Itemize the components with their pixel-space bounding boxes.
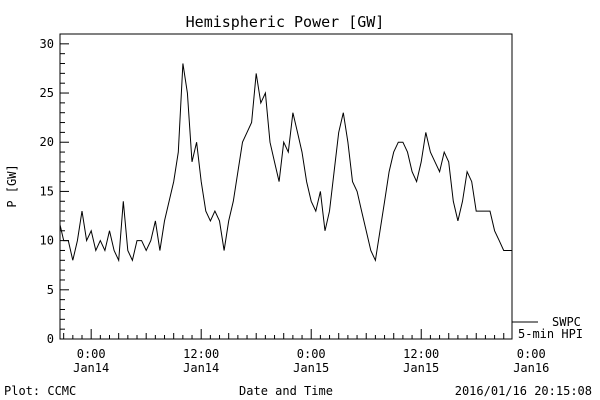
chart-title: Hemispheric Power [GW] <box>186 13 385 31</box>
legend-item-swpc: SWPC <box>552 315 581 329</box>
y-axis: 0 5 10 15 20 25 30 <box>40 33 69 346</box>
x-tick-label-date: Jan15 <box>403 361 439 375</box>
y-axis-title: P [GW] <box>5 164 19 207</box>
series-line-swpc <box>60 63 512 263</box>
x-tick-label-time: 0:00 <box>297 347 326 361</box>
legend-item-5min-hpi: 5-min HPI <box>518 327 583 341</box>
plot-credit: Plot: CCMC <box>4 384 76 398</box>
x-tick-label-time: 12:00 <box>183 347 219 361</box>
x-axis-title: Date and Time <box>239 384 333 398</box>
x-tick-label-date: Jan14 <box>73 361 109 375</box>
y-tick-label: 5 <box>47 283 54 297</box>
plot-timestamp: 2016/01/16 20:15:08 <box>455 384 592 398</box>
y-tick-label: 30 <box>40 37 54 51</box>
plot-frame <box>59 33 513 340</box>
x-tick-label-time: 0:00 <box>77 347 106 361</box>
y-tick-label: 20 <box>40 135 54 149</box>
x-tick-label-date: Jan15 <box>293 361 329 375</box>
x-tick-label-time: 0:00 <box>517 347 546 361</box>
x-tick-label-date: Jan14 <box>183 361 219 375</box>
x-tick-label-time: 12:00 <box>403 347 439 361</box>
y-tick-label: 10 <box>40 234 54 248</box>
x-tick-label-date: Jan16 <box>513 361 549 375</box>
y-tick-label: 25 <box>40 86 54 100</box>
y-tick-label: 15 <box>40 184 54 198</box>
series-layer <box>60 63 512 263</box>
legend: SWPC 5-min HPI <box>512 315 583 341</box>
y-tick-label: 0 <box>47 332 54 346</box>
x-axis: 0:00Jan1412:00Jan140:00Jan1512:00Jan150:… <box>63 329 549 375</box>
